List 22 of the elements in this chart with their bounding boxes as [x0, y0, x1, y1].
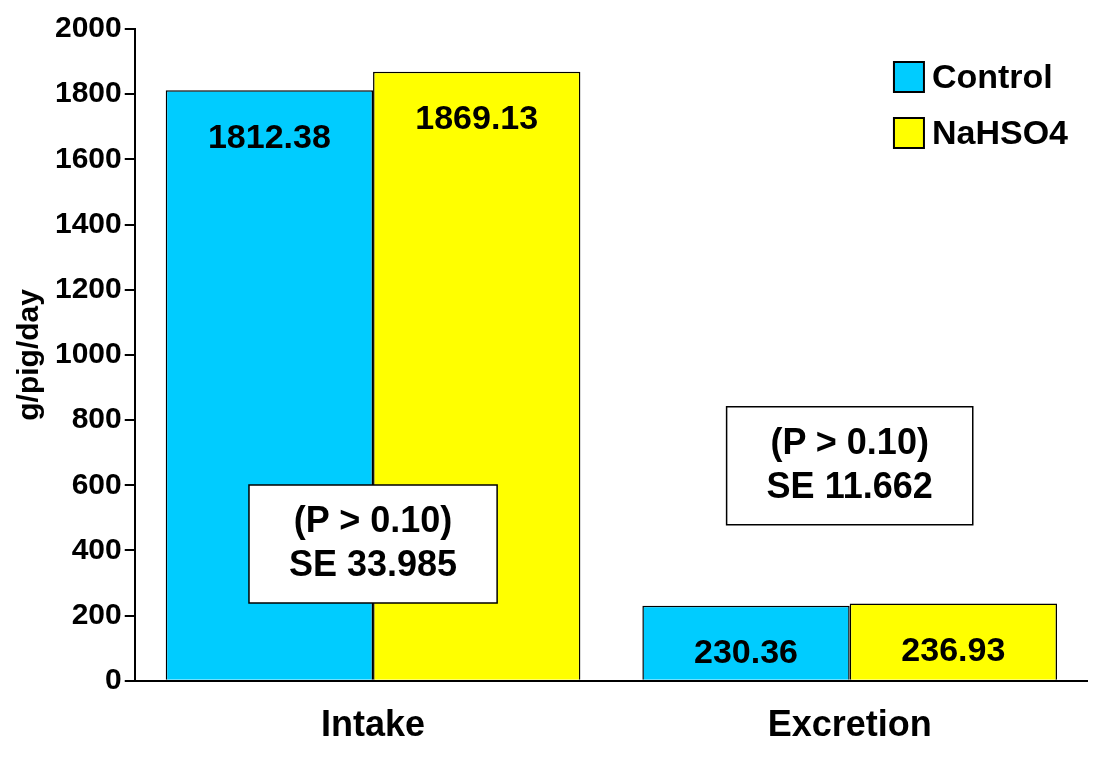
x-tick-label: Intake: [321, 703, 426, 745]
annotation: (P > 0.10) SE 33.985: [288, 498, 458, 584]
y-tick-label: 0: [105, 662, 122, 696]
legend-label: Control: [931, 57, 1053, 96]
x-tick-label: Excretion: [767, 703, 932, 745]
y-tick-label: 400: [71, 531, 122, 565]
data-label: 1812.38: [207, 116, 331, 155]
y-tick-label: 1400: [54, 205, 122, 239]
data-label: 236.93: [901, 629, 1006, 668]
y-tick-label: 1600: [54, 140, 122, 174]
y-axis-title: g/pig/day: [11, 288, 45, 421]
y-tick-label: 800: [71, 401, 122, 435]
y-tick-label: 1800: [54, 75, 122, 109]
y-tick-label: 200: [71, 596, 122, 630]
y-tick-label: 1000: [54, 336, 122, 370]
y-tick-label: 1200: [54, 270, 122, 304]
annotation: (P > 0.10) SE 11.662: [766, 420, 933, 506]
y-tick-label: 600: [71, 466, 122, 500]
data-label: 230.36: [694, 632, 799, 671]
legend-label: NaHSO4: [931, 113, 1069, 152]
y-tick-label: 2000: [54, 10, 122, 44]
data-label: 1869.13: [415, 98, 539, 137]
